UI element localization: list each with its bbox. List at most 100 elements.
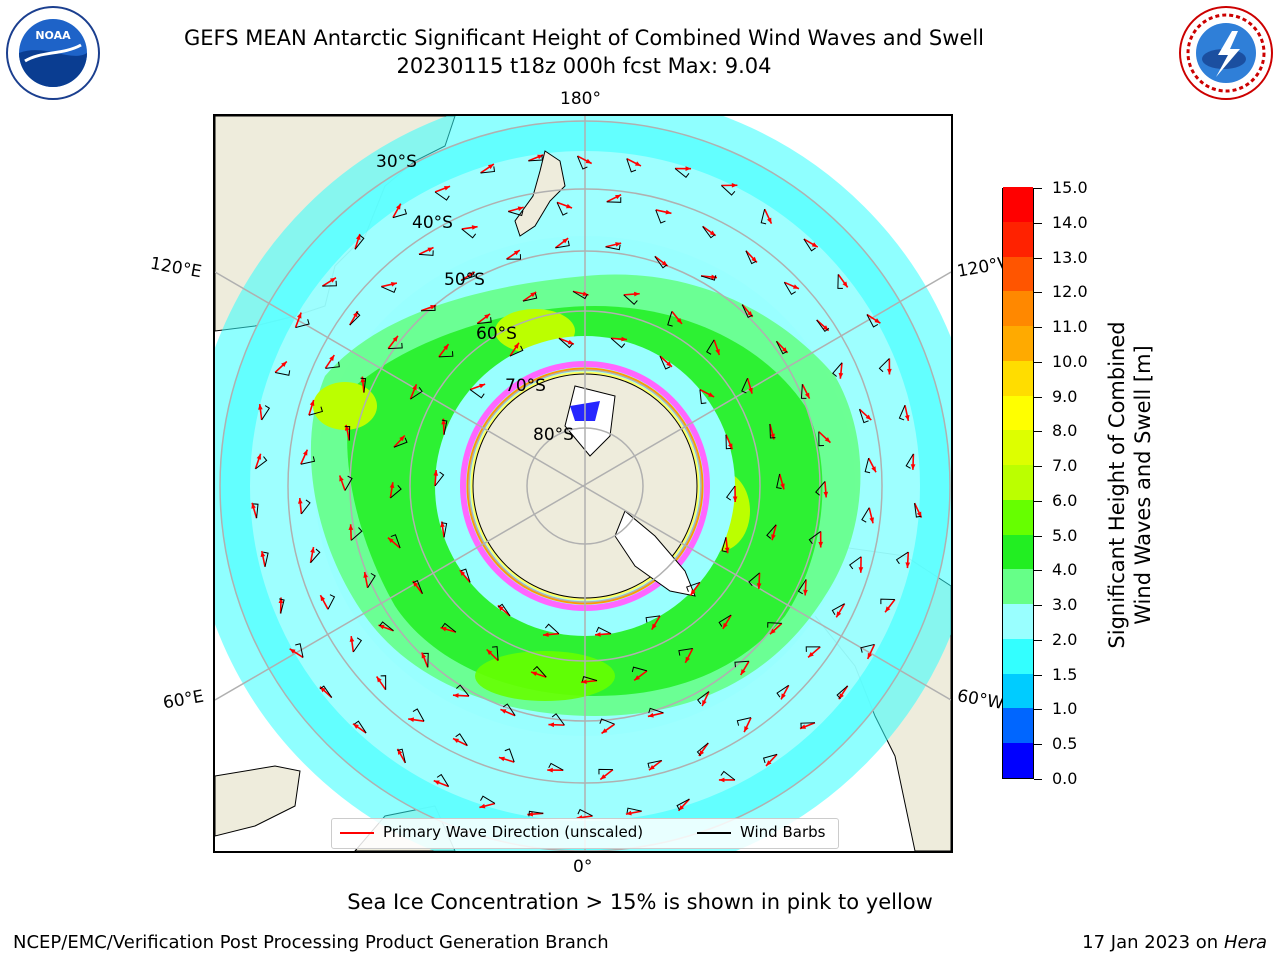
wave-direction-arrowhead — [871, 466, 876, 473]
colorbar-tick-mark — [1034, 466, 1042, 468]
wave-direction-arrowhead — [487, 164, 494, 170]
wave-direction-legend-swatch — [340, 832, 374, 834]
colorbar-segment — [1003, 360, 1033, 396]
date-text: 17 Jan 2023 on — [1082, 932, 1224, 953]
wave-direction-arrowhead — [601, 728, 608, 734]
wind-barb — [397, 748, 406, 763]
wind-barb — [878, 358, 890, 373]
colorbar-tick-label: 1.0 — [1052, 699, 1078, 719]
colorbar-segment — [1003, 221, 1033, 257]
wave-direction-arrowhead — [595, 632, 601, 637]
wave-direction-arrowhead — [387, 537, 394, 544]
wave-direction-arrowhead — [408, 717, 415, 723]
wind-barb — [544, 623, 560, 635]
wave-direction-arrowhead — [440, 626, 447, 632]
wind-barb — [255, 456, 268, 470]
wind-barb — [696, 742, 709, 757]
wind-barb — [861, 507, 870, 523]
wave-direction-arrowhead — [904, 414, 910, 421]
wind-barbs-legend-swatch — [697, 832, 731, 834]
colorbar-tick-mark — [1034, 639, 1042, 641]
wind-barb — [344, 426, 351, 441]
wind-barb — [263, 551, 269, 567]
wind-barb — [252, 503, 259, 519]
wave-direction-arrowhead — [781, 693, 786, 700]
wave-direction-arrowhead — [479, 803, 486, 809]
wave-direction-arrowhead — [665, 209, 672, 215]
wave-direction-arrowhead — [479, 383, 486, 389]
wave-direction-arrowhead — [836, 611, 842, 618]
wind-barb — [300, 456, 316, 465]
wind-barb — [898, 405, 906, 421]
colorbar-tick-mark — [1034, 674, 1042, 676]
lon-label-120w: 120°W — [955, 254, 1005, 282]
wind-barb — [548, 762, 564, 771]
wind-barb — [769, 423, 776, 439]
colorbar-segment — [1003, 673, 1033, 709]
wave-direction-arrowhead — [421, 652, 427, 659]
wind-barb — [797, 579, 807, 595]
colorbar-tick-label: 7.0 — [1052, 456, 1078, 476]
wave-direction-arrowhead — [581, 679, 587, 684]
wind-barb — [441, 622, 457, 633]
wind-barb — [350, 527, 363, 541]
wind-barb — [831, 603, 845, 616]
wind-barb — [905, 453, 914, 469]
wave-direction-arrowhead — [567, 339, 574, 345]
wave-direction-arrowhead — [353, 723, 359, 729]
wind-barb — [699, 389, 707, 405]
wave-direction-arrowhead — [281, 361, 287, 367]
wind-barb — [606, 197, 622, 203]
colorbar-tick-mark — [1034, 431, 1042, 433]
colorbar-segment — [1003, 186, 1033, 222]
colorbar-segment — [1003, 464, 1033, 500]
wave-direction-arrowhead — [289, 648, 296, 654]
colorbar-tick-mark — [1034, 292, 1042, 294]
wave-direction-arrowhead — [715, 348, 720, 355]
wind-barb — [528, 810, 544, 817]
wave-direction-arrowhead — [543, 632, 549, 637]
wave-direction-arrowhead — [547, 767, 553, 773]
wind-barb — [480, 795, 496, 804]
wave-direction-arrowhead — [766, 760, 772, 766]
wind-barb — [800, 384, 807, 399]
colorbar-segment — [1003, 708, 1033, 744]
wind-barb — [776, 684, 789, 698]
colorbar-label-line1: Significant Height of Combined — [1105, 321, 1129, 649]
wave-direction-arrowhead — [811, 242, 818, 248]
wave-direction-arrowhead — [530, 291, 537, 298]
wind-barb — [895, 551, 909, 565]
wind-barb — [686, 581, 701, 592]
wind-barb — [700, 275, 717, 281]
wind-barb — [327, 594, 336, 610]
colorbar-tick-mark — [1034, 500, 1042, 502]
wind-barb — [674, 168, 690, 179]
colorbar-tick-mark — [1034, 709, 1042, 711]
chart-title: GEFS MEAN Antarctic Significant Height o… — [183, 26, 985, 50]
wind-barb — [734, 660, 749, 668]
wind-barb — [354, 720, 367, 734]
wave-direction-arrowhead — [251, 502, 256, 509]
colorbar-segment — [1003, 603, 1033, 639]
lat-label-70s: 70°S — [505, 376, 546, 396]
wind-barb — [344, 475, 353, 491]
wave-direction-arrowhead — [513, 342, 519, 349]
wind-barb — [555, 240, 570, 249]
colorbar-segment — [1003, 395, 1033, 431]
wind-barb — [367, 572, 376, 589]
wind-barb — [354, 234, 365, 250]
wave-direction-arrowhead — [441, 418, 446, 425]
wind-barb — [508, 210, 524, 217]
wind-barb — [803, 238, 816, 252]
wind-barb — [308, 406, 324, 416]
wave-direction-arrowhead — [471, 225, 478, 230]
wind-barb — [455, 733, 468, 746]
wind-barb — [438, 351, 454, 358]
lon-label-60w: 60°W — [955, 686, 1005, 714]
wave-direction-arrowhead — [615, 242, 622, 247]
wave-direction-arrowhead — [771, 534, 776, 541]
wind-barb — [648, 707, 664, 714]
wind-barb — [310, 548, 321, 564]
wave-direction-arrowhead — [349, 636, 355, 642]
colorbar-tick-mark — [1034, 535, 1042, 537]
